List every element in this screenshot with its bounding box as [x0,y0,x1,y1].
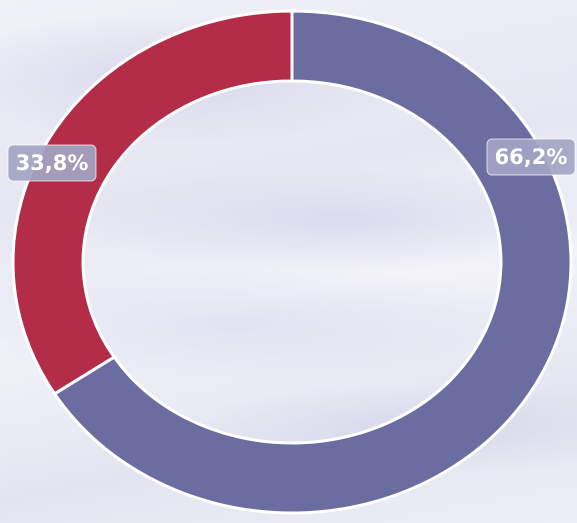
donut-slices [11,9,573,515]
slice-label-text-1: 66,2% [495,145,568,169]
donut-labels: 66,2% 33,8% [7,138,576,182]
slice-label-box-2 [7,144,97,182]
slice-label-1: 66,2% [486,138,576,176]
slice-label-box-1 [486,138,576,176]
donut-slice-2 [11,9,294,396]
donut-slice-1 [53,9,573,515]
slice-label-text-2: 33,8% [16,151,89,175]
slice-label-2: 33,8% [7,144,97,182]
